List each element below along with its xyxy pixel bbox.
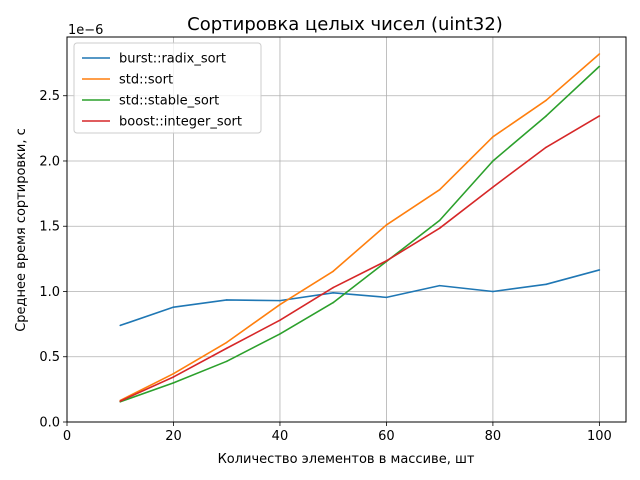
x-tick-label: 80 bbox=[485, 429, 502, 444]
legend-label: boost::integer_sort bbox=[119, 115, 242, 130]
x-tick-label: 20 bbox=[165, 429, 182, 444]
data-point bbox=[492, 160, 494, 162]
legend-label: std::stable_sort bbox=[119, 94, 219, 109]
data-point bbox=[119, 324, 122, 327]
data-point bbox=[225, 341, 228, 344]
data-point bbox=[438, 284, 441, 287]
x-axis-label: Количество элементов в массиве, шт bbox=[218, 452, 475, 467]
series-line-1 bbox=[119, 53, 600, 402]
data-point bbox=[172, 372, 175, 375]
data-point bbox=[172, 382, 175, 384]
y-tick-label: 0.0 bbox=[39, 416, 60, 431]
data-point bbox=[332, 270, 334, 273]
data-point bbox=[279, 319, 281, 322]
data-point bbox=[492, 290, 494, 293]
x-axis: 0 20 40 60 80 100 bbox=[63, 422, 612, 444]
x-tick-label: 100 bbox=[587, 429, 612, 444]
series-line-0 bbox=[119, 269, 600, 327]
data-point bbox=[332, 291, 334, 294]
data-point bbox=[119, 400, 122, 402]
data-point bbox=[492, 136, 494, 138]
data-point bbox=[545, 283, 547, 286]
data-point bbox=[332, 286, 334, 289]
data-point bbox=[332, 301, 334, 304]
y-tick-label: 0.5 bbox=[39, 350, 60, 365]
data-point bbox=[172, 376, 175, 378]
data-point bbox=[598, 53, 601, 55]
data-point bbox=[279, 303, 281, 306]
data-point bbox=[279, 299, 281, 302]
y-axis: 0.0 0.5 1.0 1.5 2.0 2.5 bbox=[39, 89, 67, 431]
data-point bbox=[598, 65, 601, 68]
legend-box bbox=[73, 42, 262, 134]
x-tick-label: 40 bbox=[272, 429, 289, 444]
y-offset-text: 1e−6 bbox=[68, 23, 103, 38]
y-tick-label: 1.5 bbox=[39, 220, 60, 235]
data-point bbox=[225, 299, 228, 301]
x-tick-label: 0 bbox=[63, 429, 71, 444]
data-point bbox=[438, 227, 441, 229]
data-point bbox=[438, 219, 441, 222]
data-point bbox=[385, 260, 388, 262]
data-point bbox=[385, 296, 388, 299]
data-point bbox=[225, 347, 228, 350]
plot-frame bbox=[66, 36, 627, 423]
data-point bbox=[598, 115, 601, 117]
series-layer bbox=[119, 53, 601, 403]
data-point bbox=[385, 224, 388, 226]
series-line-3 bbox=[119, 115, 600, 402]
legend-label: std::sort bbox=[119, 73, 173, 88]
data-point bbox=[438, 188, 441, 191]
x-tick-label: 60 bbox=[378, 429, 395, 444]
data-point bbox=[545, 146, 547, 149]
series-line-2 bbox=[119, 65, 600, 403]
data-point bbox=[492, 186, 494, 188]
y-tick-label: 2.5 bbox=[39, 89, 60, 104]
data-point bbox=[172, 306, 175, 308]
data-point bbox=[598, 269, 601, 271]
data-point bbox=[545, 99, 547, 102]
data-point bbox=[545, 115, 547, 117]
legend-label: burst::radix_sort bbox=[119, 52, 226, 67]
legend: burst::radix_sortstd::sortstd::stable_so… bbox=[73, 42, 262, 134]
y-axis-label: Среднее время сортировки, с bbox=[14, 128, 29, 332]
y-tick-label: 1.0 bbox=[39, 285, 60, 300]
data-point bbox=[279, 333, 281, 335]
y-tick-label: 2.0 bbox=[39, 154, 60, 169]
chart-title: Сортировка целых чисел (uint32) bbox=[187, 14, 503, 35]
data-point bbox=[225, 360, 228, 363]
